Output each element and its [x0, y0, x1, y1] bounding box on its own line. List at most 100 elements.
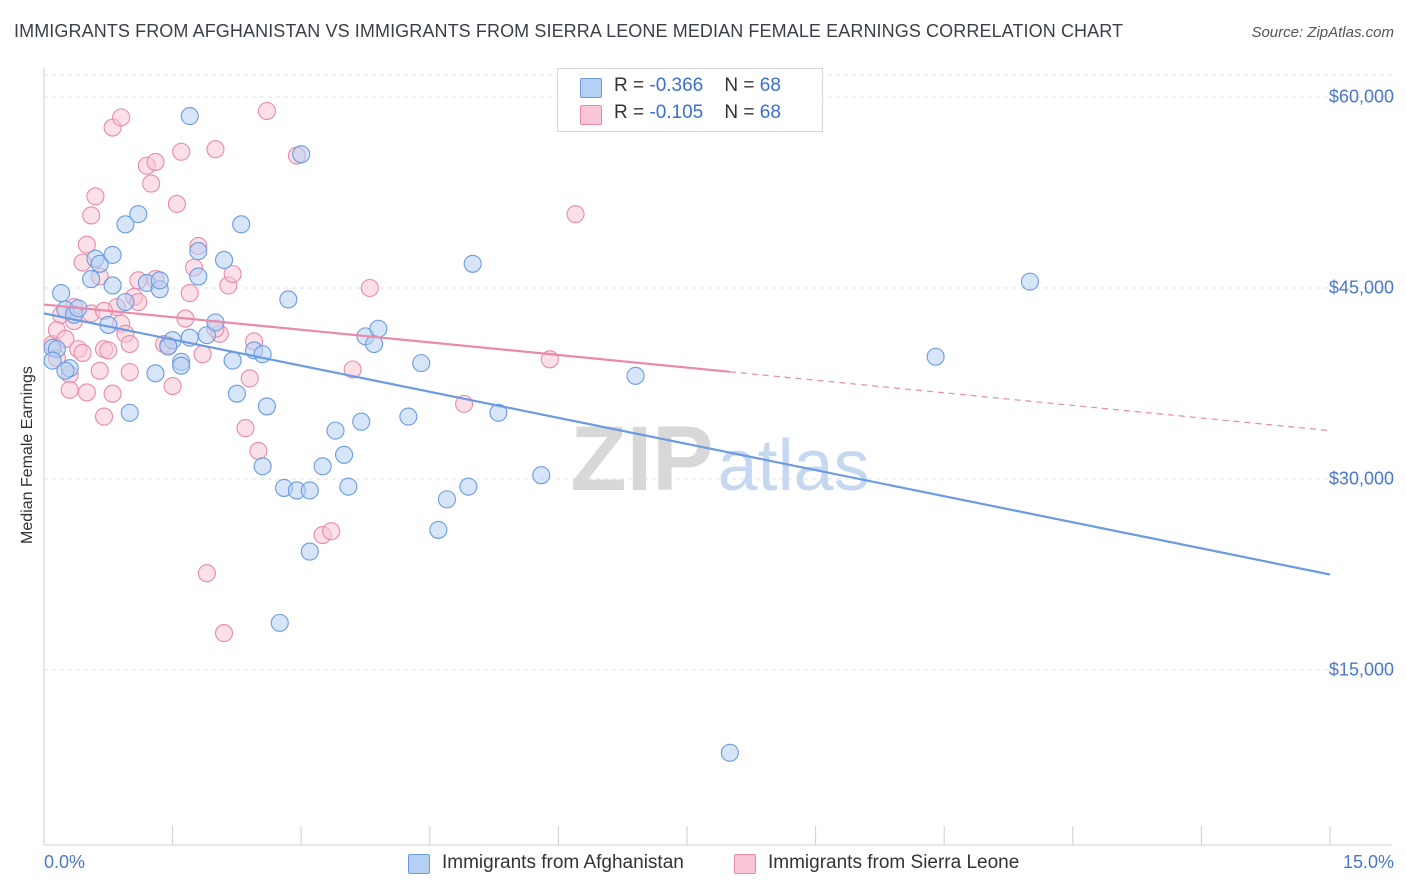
r-label: R =: [614, 75, 650, 96]
data-point: [300, 542, 319, 561]
data-point: [82, 270, 101, 289]
data-point: [146, 152, 165, 171]
data-point: [120, 403, 139, 422]
data-point: [429, 520, 448, 539]
data-point: [189, 267, 208, 286]
data-point: [60, 380, 79, 399]
n-label: N =: [724, 102, 760, 123]
data-point: [626, 366, 645, 385]
data-point: [120, 334, 139, 354]
n-value-sierra-leone: 68: [759, 102, 781, 123]
data-point: [253, 457, 272, 476]
y-tick-label: $15,000: [1328, 659, 1394, 680]
data-point: [146, 364, 165, 383]
data-point: [94, 407, 114, 426]
stats-text-sierra-leone: R = -0.105 N = 68: [614, 102, 781, 124]
data-point: [167, 194, 186, 214]
data-point: [112, 108, 131, 127]
legend-swatch-sierra-leone: [734, 854, 756, 874]
data-point: [369, 319, 388, 338]
series-afghanistan-points: [43, 107, 1039, 762]
data-point: [129, 205, 148, 224]
data-point: [437, 490, 456, 509]
trend-line-dashed: [729, 371, 1331, 432]
data-point: [322, 522, 341, 541]
data-point: [463, 254, 482, 273]
data-point: [197, 326, 216, 345]
data-point: [90, 254, 109, 273]
data-point: [214, 250, 234, 270]
r-label: R =: [614, 102, 650, 123]
trend-line-solid: [43, 303, 730, 373]
data-point: [279, 290, 298, 309]
data-point: [56, 361, 75, 380]
data-point: [240, 369, 259, 388]
legend-label-afghanistan: Immigrants from Afghanistan: [442, 852, 684, 873]
stats-legend-box: R = -0.366 N = 68 R = -0.105 N = 68: [557, 68, 823, 132]
data-point: [73, 343, 92, 362]
data-point: [172, 142, 191, 161]
n-value-afghanistan: 68: [759, 75, 781, 96]
data-point: [223, 351, 242, 370]
chart-title: IMMIGRANTS FROM AFGHANISTAN VS IMMIGRANT…: [14, 21, 1124, 41]
legend-label-sierra-leone: Immigrants from Sierra Leone: [768, 852, 1020, 873]
data-point: [227, 384, 246, 403]
data-point: [339, 477, 358, 496]
data-point: [326, 421, 345, 440]
data-point: [335, 445, 354, 464]
data-point: [532, 466, 551, 485]
data-point: [163, 376, 182, 396]
stats-swatch-afghanistan: [580, 78, 602, 98]
data-point: [150, 271, 169, 290]
data-point: [43, 351, 62, 370]
y-tick-label: $45,000: [1328, 277, 1394, 298]
axes: [43, 68, 1392, 846]
data-point: [489, 403, 508, 422]
data-point: [103, 245, 122, 264]
data-point: [926, 347, 945, 366]
data-point: [52, 284, 71, 303]
trend-lines: [43, 303, 1331, 576]
x-tick-min: 0.0%: [44, 852, 86, 872]
y-tick-label: $30,000: [1328, 468, 1394, 489]
source-label: Source: ZipAtlas.com: [1251, 24, 1394, 41]
data-point: [343, 360, 362, 379]
stats-swatch-sierra-leone: [580, 105, 602, 125]
data-point: [399, 407, 418, 426]
series-legend: Immigrants from Afghanistan Immigrants f…: [0, 852, 1406, 878]
data-point: [197, 564, 216, 583]
data-point: [120, 362, 139, 382]
data-point: [180, 284, 199, 303]
stats-text-afghanistan: R = -0.366 N = 68: [614, 75, 781, 97]
data-point: [103, 384, 122, 403]
data-point: [257, 101, 276, 121]
series-sierra-leone-points: [43, 101, 585, 643]
legend-swatch-afghanistan: [408, 854, 430, 874]
watermark-zip: ZIP: [570, 408, 713, 510]
data-point: [300, 481, 319, 500]
data-point: [292, 145, 311, 164]
data-point: [77, 383, 96, 402]
data-point: [412, 354, 431, 373]
data-point: [1020, 272, 1039, 291]
data-point: [172, 356, 191, 375]
data-point: [313, 457, 332, 476]
data-point: [214, 624, 234, 643]
data-point: [352, 412, 371, 431]
trend-line-solid: [43, 312, 1331, 576]
data-point: [116, 292, 135, 312]
data-point: [459, 477, 478, 496]
data-point: [103, 276, 122, 295]
watermark: ZIPatlas: [570, 408, 869, 510]
data-point: [142, 174, 161, 193]
data-point: [77, 235, 96, 254]
data-point: [206, 140, 225, 159]
data-point: [360, 278, 379, 298]
data-point: [180, 107, 199, 126]
n-label: N =: [724, 75, 760, 96]
r-value-afghanistan: -0.366: [649, 75, 704, 96]
data-point: [193, 345, 212, 364]
data-point: [257, 397, 276, 416]
data-point: [236, 419, 255, 438]
